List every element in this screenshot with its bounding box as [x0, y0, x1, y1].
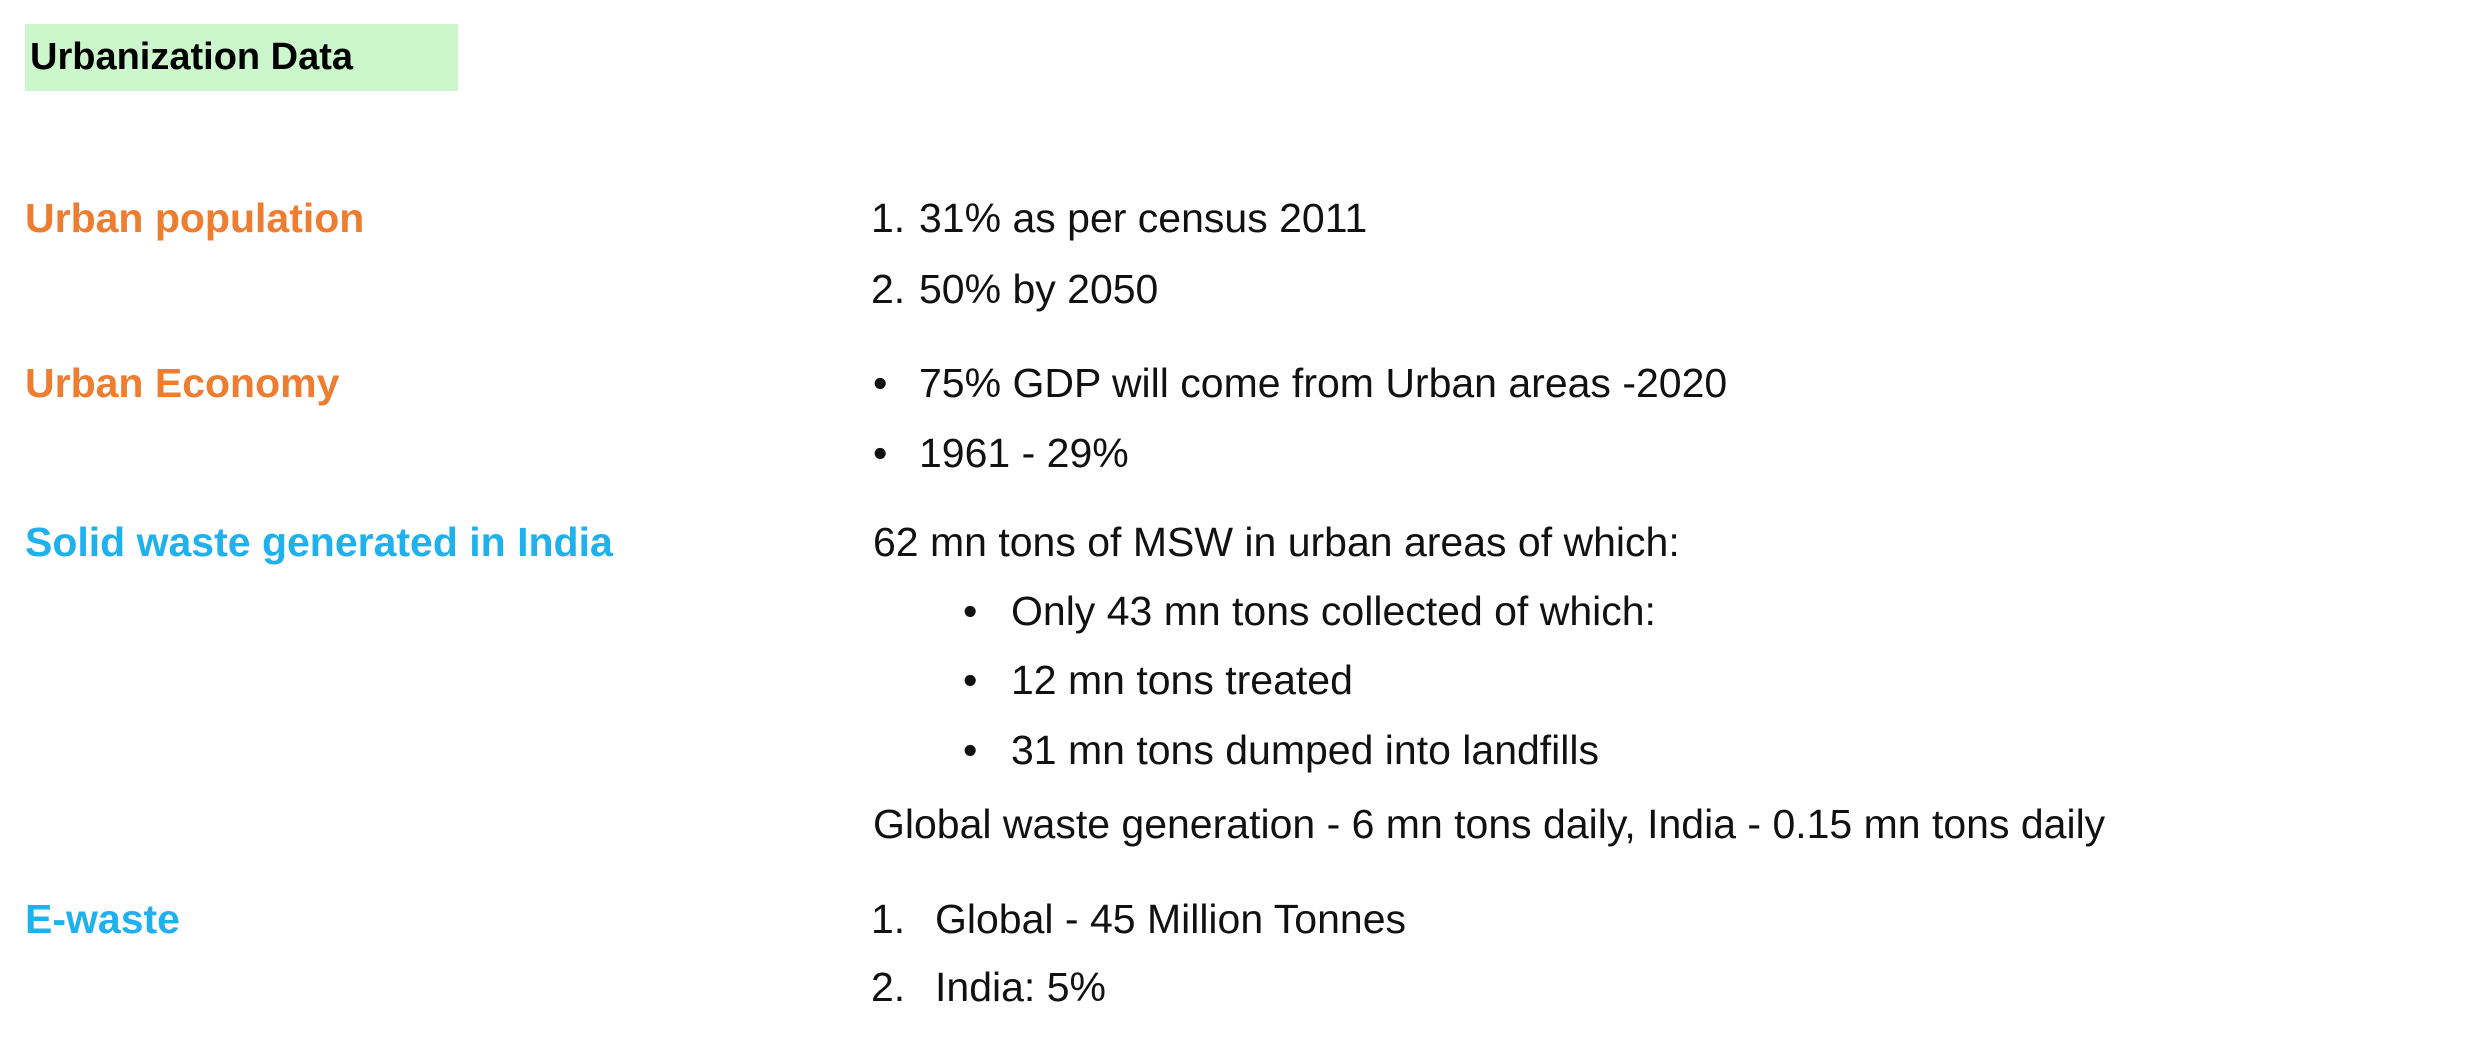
- list-item: 75% GDP will come from Urban areas -2020: [919, 360, 1728, 406]
- list-item: 50% by 2050: [919, 266, 1159, 312]
- label-urban-population: Urban population: [25, 195, 365, 241]
- label-e-waste: E-waste: [25, 896, 180, 942]
- page-title: Urbanization Data: [30, 36, 354, 78]
- bullet: •: [963, 588, 978, 634]
- list-number: 2.: [871, 964, 906, 1010]
- list-item: Only 43 mn tons collected of which:: [1011, 588, 1656, 634]
- list-item: India: 5%: [935, 964, 1106, 1010]
- bullet: •: [963, 657, 978, 703]
- list-number: 2.: [871, 266, 906, 312]
- list-number: 1.: [871, 896, 906, 942]
- list-item: Global - 45 Million Tonnes: [935, 896, 1406, 942]
- list-number: 1.: [871, 195, 906, 241]
- bullet: •: [873, 430, 888, 476]
- list-item: 31 mn tons dumped into landfills: [1011, 727, 1600, 773]
- title-highlight: Urbanization Data: [25, 24, 458, 91]
- solid-waste-intro: 62 mn tons of MSW in urban areas of whic…: [873, 519, 1680, 565]
- bullet: •: [873, 360, 888, 406]
- label-urban-economy: Urban Economy: [25, 360, 340, 406]
- solid-waste-global: Global waste generation - 6 mn tons dail…: [873, 801, 2106, 847]
- list-item: 1961 - 29%: [919, 430, 1129, 476]
- bullet: •: [963, 727, 978, 773]
- label-solid-waste: Solid waste generated in India: [25, 519, 613, 565]
- list-item: 31% as per census 2011: [919, 195, 1368, 241]
- list-item: 12 mn tons treated: [1011, 657, 1353, 703]
